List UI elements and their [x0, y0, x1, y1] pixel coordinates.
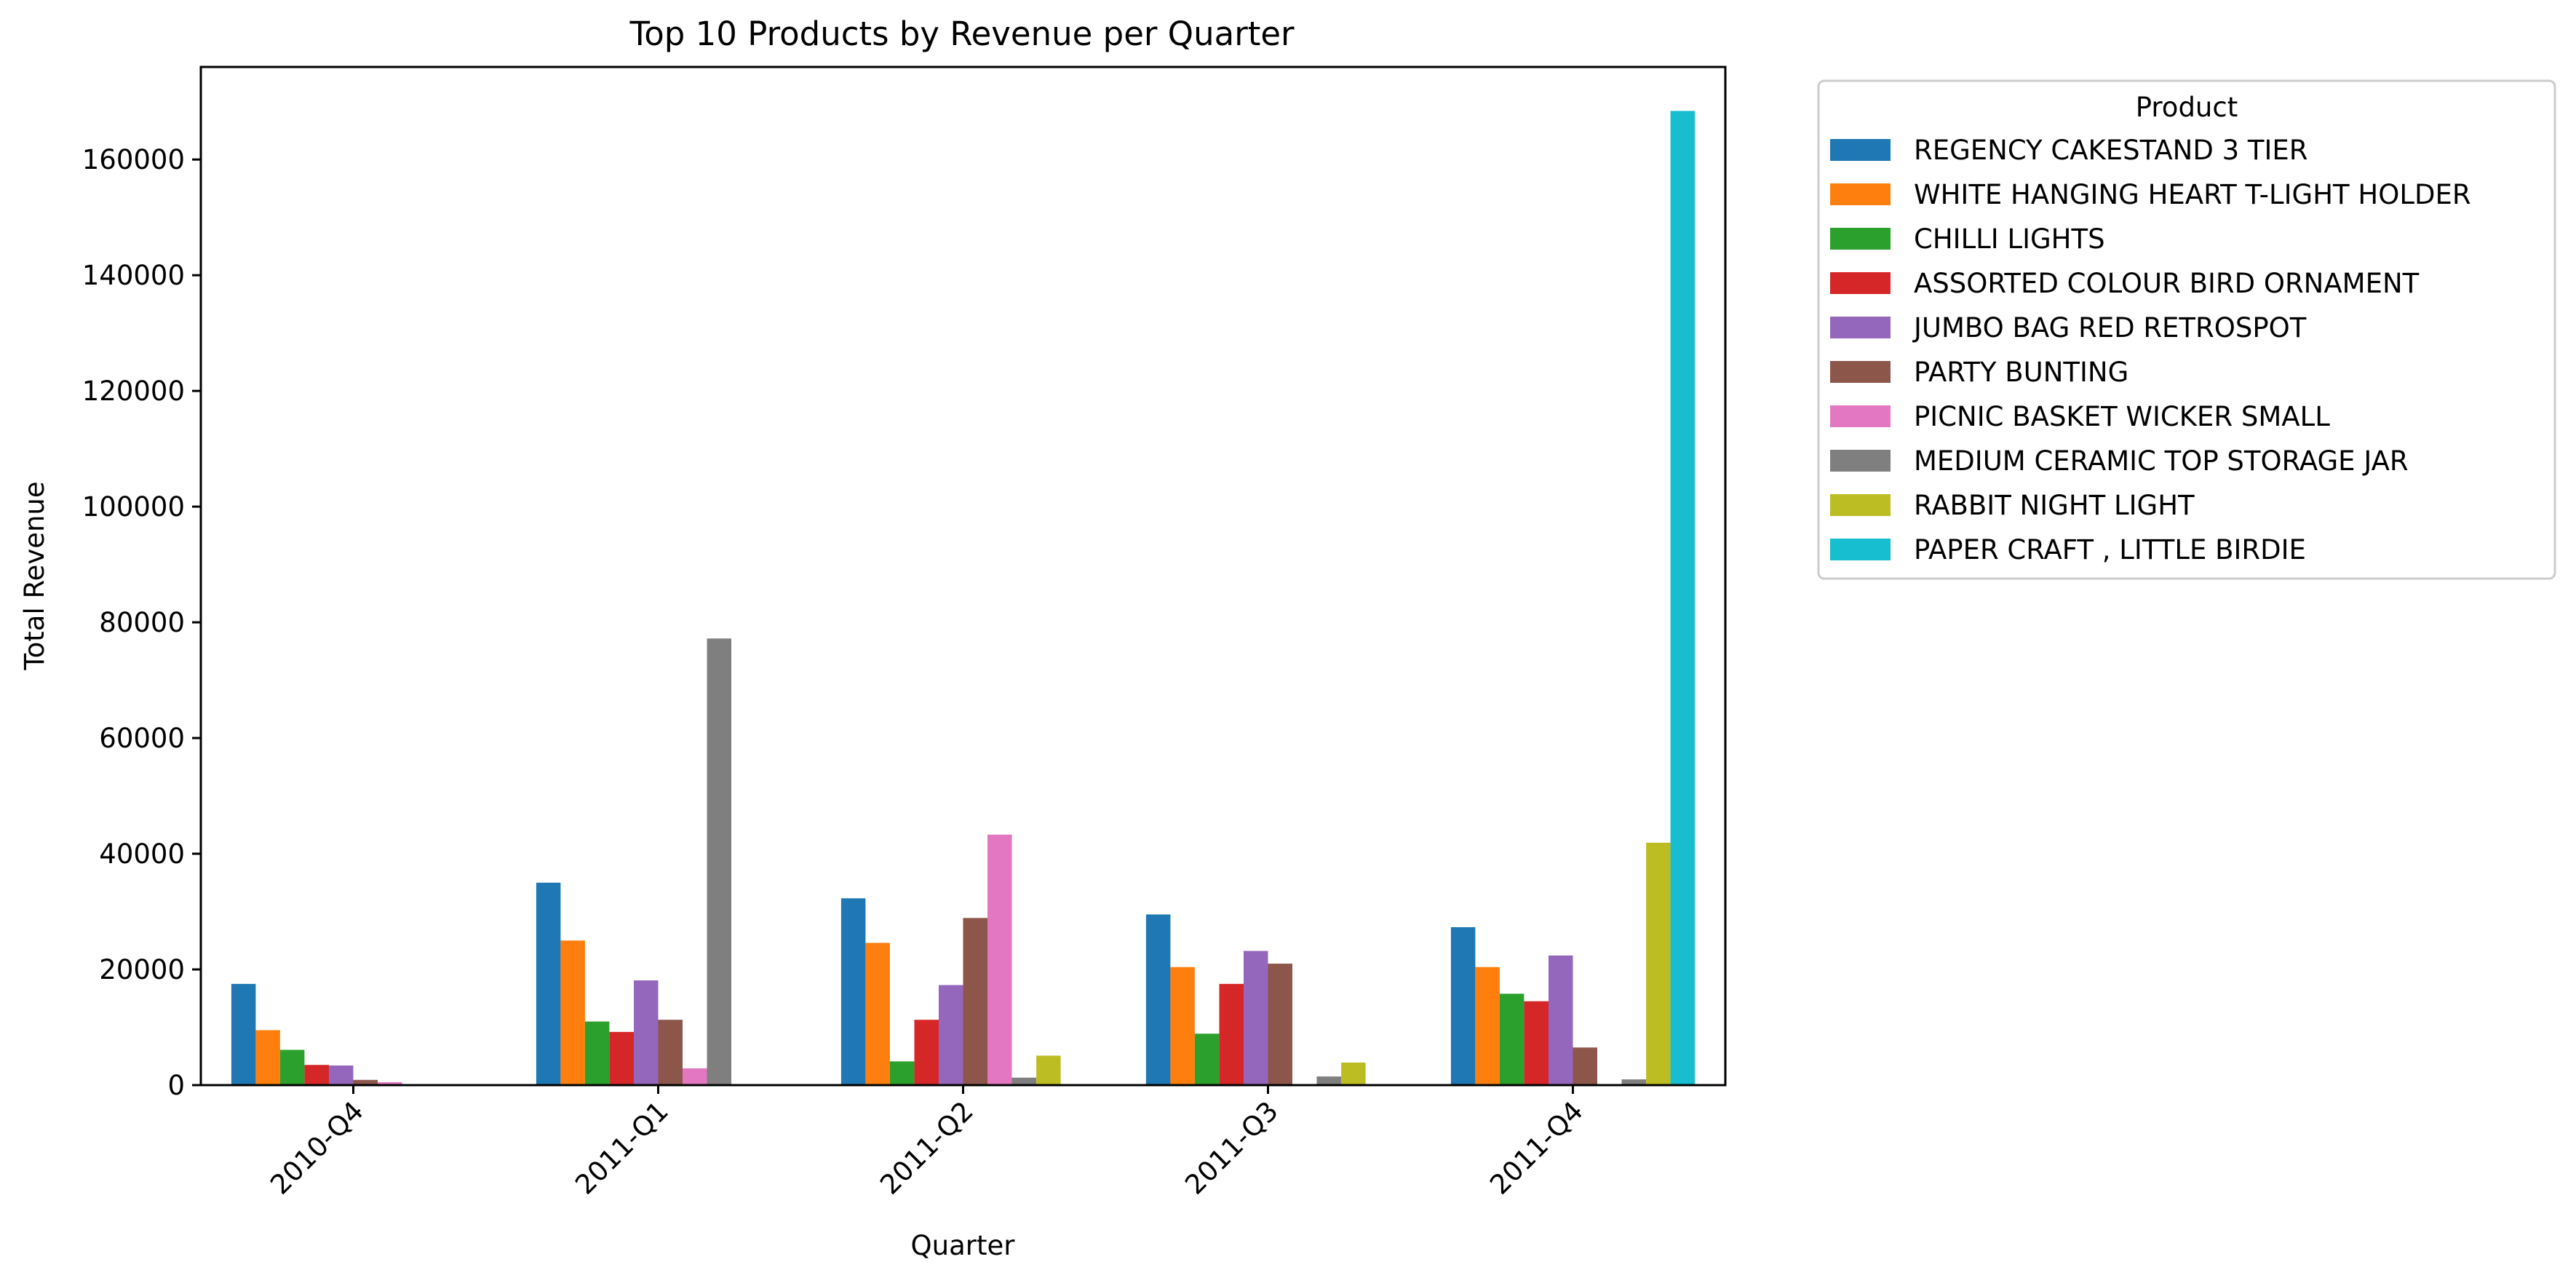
- legend-swatch: [1830, 272, 1891, 294]
- bar: [1341, 1063, 1366, 1085]
- bar: [1268, 964, 1292, 1085]
- legend-swatch: [1830, 494, 1891, 516]
- y-tick-label: 0: [167, 1070, 185, 1101]
- x-tick-label: 2011-Q4: [1484, 1095, 1589, 1201]
- legend-swatch: [1830, 450, 1891, 472]
- y-tick-label: 40000: [99, 838, 185, 870]
- legend: Product REGENCY CAKESTAND 3 TIER WHITE HA…: [1817, 79, 2556, 580]
- bar: [1573, 1047, 1597, 1085]
- bar: [1194, 1033, 1220, 1085]
- bar: [304, 1065, 329, 1085]
- y-tick-label: 160000: [82, 144, 185, 175]
- bar: [1621, 1079, 1646, 1085]
- bar: [1670, 111, 1696, 1085]
- legend-swatch: [1830, 139, 1891, 161]
- bar: [1244, 950, 1268, 1085]
- bar: [1145, 914, 1171, 1085]
- bar: [560, 940, 585, 1085]
- legend-title: Product: [2136, 92, 2238, 123]
- bar: [231, 983, 256, 1085]
- bar: [1549, 955, 1573, 1085]
- bar: [987, 834, 1012, 1085]
- bar: [889, 1061, 915, 1085]
- x-tick-label: 2010-Q4: [264, 1095, 370, 1201]
- x-tick-label: 2011-Q2: [874, 1095, 979, 1201]
- legend-swatch: [1830, 228, 1891, 250]
- bar: [914, 1020, 939, 1085]
- bar: [1450, 927, 1476, 1085]
- bar: [255, 1030, 280, 1085]
- legend-label: PICNIC BASKET WICKER SMALL: [1914, 401, 2330, 432]
- legend-label: RABBIT NIGHT LIGHT: [1914, 490, 2195, 521]
- x-tick-label: 2011-Q3: [1179, 1095, 1284, 1201]
- legend-items: REGENCY CAKESTAND 3 TIER WHITE HANGING HE…: [1830, 135, 2471, 565]
- bar: [1524, 1001, 1549, 1085]
- legend-label: REGENCY CAKESTAND 3 TIER: [1914, 135, 2308, 166]
- bar: [1011, 1077, 1036, 1085]
- legend-label: PAPER CRAFT , LITTLE BIRDIE: [1914, 534, 2306, 565]
- chart-title: Top 10 Products by Revenue per Quarter: [629, 15, 1295, 53]
- y-tick-label: 120000: [82, 376, 185, 407]
- legend-swatch: [1830, 539, 1891, 560]
- y-tick-label: 60000: [99, 723, 185, 754]
- bar: [584, 1021, 610, 1085]
- bars-layer: [231, 111, 1696, 1085]
- bar: [963, 918, 987, 1085]
- y-axis: 0 20000 40000 60000 80000 100000 120000 140000 1…: [82, 144, 201, 1101]
- bar: [353, 1079, 378, 1085]
- legend-swatch: [1830, 405, 1891, 427]
- bar: [658, 1020, 683, 1085]
- legend-frame: [1817, 79, 2556, 580]
- legend-label: JUMBO BAG RED RETROSPOT: [1912, 312, 2307, 344]
- y-tick-label: 80000: [99, 607, 185, 638]
- bar: [1316, 1076, 1341, 1085]
- legend-label: WHITE HANGING HEART T-LIGHT HOLDER: [1914, 179, 2471, 210]
- bar: [865, 942, 890, 1085]
- bar: [1475, 967, 1500, 1085]
- bar: [329, 1065, 354, 1085]
- bar: [683, 1068, 707, 1085]
- legend-label: MEDIUM CERAMIC TOP STORAGE JAR: [1914, 445, 2409, 477]
- bar: [536, 882, 561, 1085]
- bar: [634, 980, 659, 1085]
- bar: [707, 638, 731, 1085]
- legend-label: PARTY BUNTING: [1914, 357, 2128, 388]
- bar: [1036, 1055, 1061, 1085]
- legend-label: CHILLI LIGHTS: [1914, 223, 2105, 255]
- x-axis-label: Quarter: [911, 1230, 1016, 1261]
- bar: [1219, 983, 1244, 1085]
- y-tick-label: 20000: [99, 954, 185, 985]
- legend-swatch: [1830, 317, 1891, 338]
- bar: [1170, 967, 1195, 1085]
- bar: [1499, 993, 1524, 1085]
- x-tick-label: 2011-Q1: [569, 1095, 675, 1201]
- legend-label: ASSORTED COLOUR BIRD ORNAMENT: [1914, 268, 2420, 299]
- x-axis: 2010-Q4 2011-Q1 2011-Q2 2011-Q3 2011-Q4: [264, 1085, 1589, 1201]
- y-axis-label: Total Revenue: [19, 481, 50, 670]
- legend-swatch: [1830, 361, 1891, 383]
- bar: [939, 985, 963, 1085]
- y-tick-label: 140000: [82, 260, 185, 291]
- bar: [1646, 842, 1671, 1085]
- y-tick-label: 100000: [82, 491, 185, 523]
- bar: [378, 1082, 402, 1085]
- legend-swatch: [1830, 183, 1891, 205]
- bar: [279, 1049, 305, 1085]
- bar: [609, 1031, 634, 1085]
- bar: [840, 898, 866, 1085]
